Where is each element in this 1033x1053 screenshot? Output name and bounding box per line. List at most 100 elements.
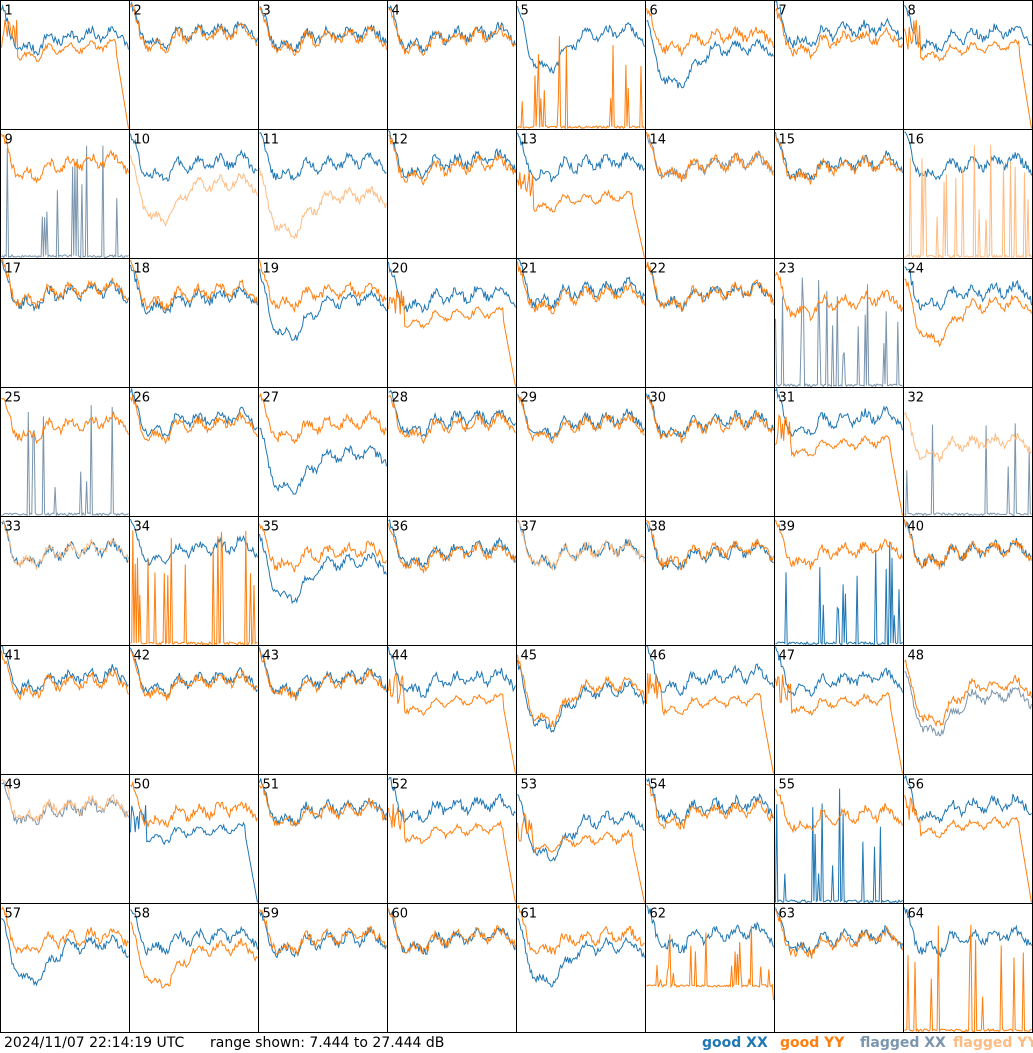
- tile-39: 39: [774, 516, 904, 646]
- tile-10-xx-series: [130, 133, 258, 182]
- tile-8-xx-series: [904, 5, 1032, 53]
- tile-number: 41: [5, 649, 22, 664]
- tile-number: 49: [5, 778, 22, 793]
- tile-number: 17: [5, 262, 22, 277]
- tile-26-yy-series: [130, 394, 258, 445]
- tile-62-yy-series: [646, 925, 774, 1001]
- tile-number: 14: [650, 133, 667, 148]
- tile-44-xx-series: [388, 647, 516, 699]
- tile-frame: [516, 387, 646, 517]
- tile-33-yy-series: [1, 521, 129, 570]
- tile-2: 2: [129, 0, 259, 130]
- tile-44-yy-series: [388, 673, 516, 774]
- tile-frame: [129, 387, 259, 517]
- tile-12-yy-series: [388, 134, 516, 186]
- tile-10-yy-series: [130, 155, 258, 228]
- tile-64: 64: [903, 903, 1033, 1033]
- tile-54: 54: [645, 774, 775, 904]
- tile-frame: [129, 258, 259, 388]
- tile-10: 10: [129, 129, 259, 259]
- tile-54-xx-series: [646, 777, 774, 826]
- tile-21-yy-series: [517, 261, 645, 315]
- tile-number: 26: [134, 391, 151, 406]
- tile-48-yy-series: [904, 659, 1032, 727]
- tile-frame: [516, 258, 646, 388]
- tile-63: 63: [774, 903, 904, 1033]
- tile-64-yy-series: [904, 924, 1032, 1033]
- tile-24-yy-series: [904, 278, 1032, 348]
- tile-frame: [0, 516, 130, 646]
- tile-36-yy-series: [388, 523, 516, 574]
- tile-35-xx-series: [259, 533, 387, 605]
- tile-frame: [129, 645, 259, 775]
- tile-number: 20: [392, 262, 409, 277]
- tile-frame: [903, 645, 1033, 775]
- tile-number: 23: [779, 262, 796, 277]
- tile-15: 15: [774, 129, 904, 259]
- tile-23-xx-series: [775, 277, 903, 388]
- tile-frame: [516, 774, 646, 904]
- tile-53-yy-series: [517, 812, 645, 903]
- tile-42: 42: [129, 645, 259, 775]
- tile-20: 20: [387, 258, 517, 388]
- tile-31-yy-series: [775, 413, 903, 516]
- tile-frame: [903, 0, 1033, 130]
- legend-good-yy: good YY: [780, 1035, 845, 1051]
- tile-frame: [258, 774, 388, 904]
- tile-32-xx-series: [904, 423, 1032, 517]
- tile-37: 37: [516, 516, 646, 646]
- tile-frame: [645, 129, 775, 259]
- tile-51: 51: [258, 774, 388, 904]
- tile-18-xx-series: [130, 264, 258, 315]
- tile-number: 7: [779, 4, 787, 19]
- tile-number: 32: [908, 391, 925, 406]
- tile-number: 10: [134, 133, 151, 148]
- tile-frame: [645, 387, 775, 517]
- tile-53-xx-series: [517, 793, 645, 862]
- tile-16-xx-series: [904, 131, 1032, 181]
- tile-25: 25: [0, 387, 130, 518]
- tile-frame: [516, 129, 646, 259]
- tile-39-xx-series: [775, 541, 903, 646]
- tile-29-yy-series: [517, 395, 645, 444]
- tile-number: 39: [779, 520, 796, 535]
- legend-flagged-xx: flagged XX: [860, 1035, 946, 1051]
- tile-frame: [387, 387, 517, 517]
- tile-frame: [903, 258, 1033, 388]
- tile-50-yy-series: [130, 781, 258, 828]
- tile-41-xx-series: [1, 646, 129, 696]
- tile-31: 31: [774, 386, 904, 517]
- tile-frame: [516, 903, 646, 1033]
- tile-18: 18: [129, 258, 259, 388]
- tile-36-xx-series: [388, 519, 516, 569]
- tile-27-xx-series: [259, 427, 387, 495]
- tile-frame: [129, 129, 259, 259]
- tile-35: 35: [258, 516, 388, 646]
- tile-21: 21: [516, 258, 646, 388]
- tile-23-yy-series: [775, 271, 903, 322]
- tile-20-yy-series: [388, 290, 516, 387]
- tile-56-xx-series: [904, 774, 1032, 824]
- tile-13: 13: [516, 129, 646, 259]
- tile-17: 17: [0, 258, 130, 388]
- tile-frame: [0, 0, 130, 130]
- tile-34-yy-series: [130, 530, 258, 646]
- tile-57-yy-series: [1, 906, 129, 955]
- tile-number: 35: [263, 520, 280, 535]
- tile-15-xx-series: [775, 131, 903, 181]
- tile-number: 25: [5, 391, 22, 406]
- tile-3-yy-series: [259, 7, 387, 57]
- tile-frame: [903, 903, 1033, 1033]
- tile-3: 3: [258, 0, 388, 130]
- tile-20-xx-series: [388, 261, 516, 314]
- tile-1: 1: [0, 0, 130, 130]
- tile-number: 48: [908, 649, 925, 664]
- tile-49: 49: [0, 774, 130, 904]
- tile-53: 53: [516, 774, 646, 904]
- tile-number: 50: [134, 778, 151, 793]
- tile-number: 28: [392, 391, 409, 406]
- tile-19-xx-series: [259, 268, 387, 341]
- tile-46-yy-series: [646, 672, 774, 774]
- tile-number: 55: [779, 778, 796, 793]
- tile-number: 5: [521, 4, 529, 19]
